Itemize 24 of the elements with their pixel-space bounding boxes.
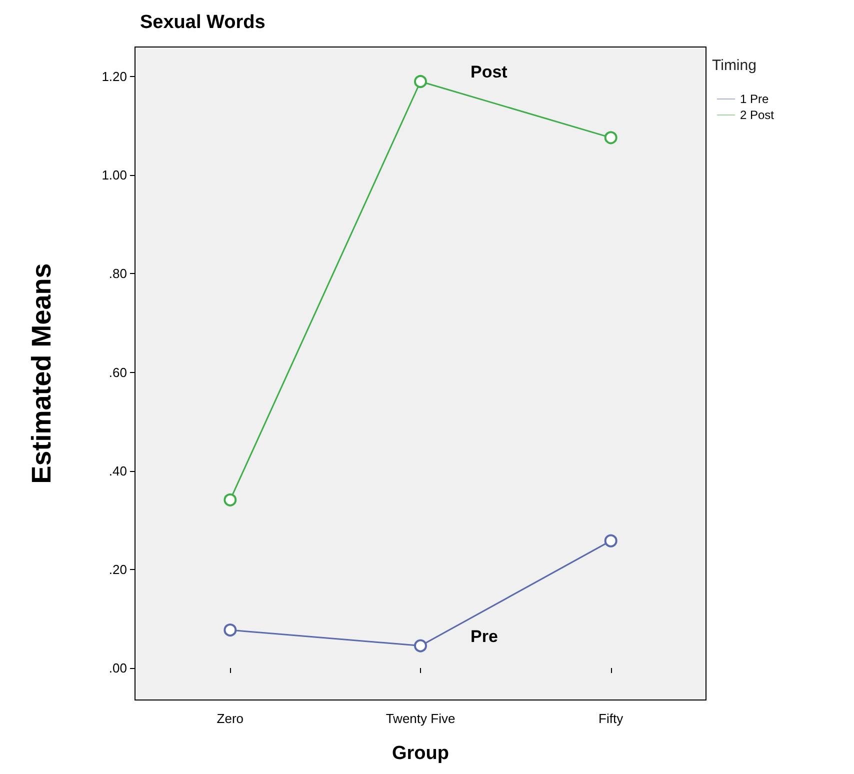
y-tick-label: .00 [108,660,127,676]
x-tick-label: Zero [216,711,244,726]
y-tick-label: .80 [108,266,127,282]
y-tick-label: .60 [108,364,127,380]
legend-label: 2 Post [740,108,775,122]
point [224,624,237,637]
point [604,131,618,144]
y-axis-title: Estimated Means [26,263,56,484]
annotation: Pre [470,626,498,646]
x-tick-label: Fifty [598,711,624,726]
point [414,639,427,652]
chart-title: Sexual Words [140,12,266,33]
y-tick-label: 1.00 [102,168,127,183]
legend-label: 1 Pre [740,92,770,106]
y-tick-label: .40 [108,463,127,478]
point [414,75,427,88]
x-axis-title: Group [392,743,449,764]
x-tick-label: Twenty Five [386,711,456,726]
y-tick-label: 1.20 [102,69,127,84]
point [604,534,618,548]
annotation: Post [470,62,508,82]
y-tick-label: .20 [108,562,127,577]
point [224,493,237,506]
legend-title: Timing [712,57,756,74]
